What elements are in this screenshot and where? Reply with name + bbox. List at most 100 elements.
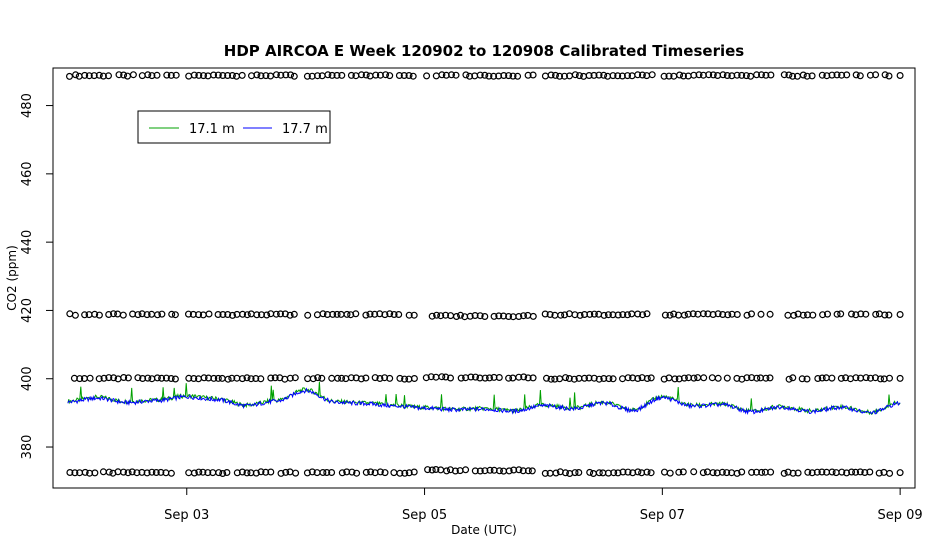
calibration-marker: [466, 72, 474, 80]
calibration-marker: [551, 375, 559, 383]
calibration-marker: [148, 468, 156, 476]
calibration-marker: [738, 468, 746, 476]
calibration-marker: [328, 469, 336, 477]
calibration-marker: [71, 311, 79, 319]
calibration-marker: [134, 311, 142, 319]
calibration-marker: [133, 469, 141, 477]
calibration-marker: [766, 374, 774, 382]
calibration-marker: [600, 71, 608, 79]
calibration-marker: [885, 311, 893, 319]
calibration-marker: [723, 374, 731, 382]
calibration-marker: [837, 374, 845, 382]
calibration-marker: [618, 375, 626, 383]
calibration-marker: [671, 375, 679, 383]
calibration-marker: [252, 375, 260, 383]
calibration-marker: [529, 312, 537, 320]
calibration-marker: [485, 72, 493, 80]
calibration-marker: [86, 374, 94, 382]
calibration-marker: [433, 311, 441, 319]
calibration-marker: [366, 72, 374, 80]
calibration-marker: [308, 468, 316, 476]
calibration-marker: [585, 71, 593, 79]
calibration-marker: [614, 469, 622, 477]
calibration-marker: [453, 313, 461, 321]
calibration-marker: [362, 374, 370, 382]
calibration-marker: [233, 469, 241, 477]
calibration-marker: [614, 72, 622, 80]
calibration-marker: [405, 311, 413, 319]
calibration-marker: [386, 374, 394, 382]
calibration-marker: [466, 312, 474, 320]
calibration-marker: [451, 467, 459, 475]
calibration-marker: [381, 311, 389, 319]
calibration-marker: [660, 375, 668, 383]
calibration-marker: [541, 310, 549, 318]
calibration-marker: [95, 311, 103, 319]
calibration-marker: [423, 72, 431, 80]
calibration-marker: [694, 374, 702, 382]
calibration-marker: [624, 374, 632, 382]
calibration-marker: [818, 374, 826, 382]
calibration-marker: [120, 71, 128, 79]
calibration-marker: [304, 375, 312, 383]
calibration-marker: [267, 468, 275, 476]
calibration-marker: [99, 468, 107, 476]
calibration-marker: [767, 71, 775, 79]
calibration-marker: [100, 374, 108, 382]
calibration-marker: [852, 374, 860, 382]
y-tick-label: 440: [20, 230, 35, 255]
calibration-marker: [486, 374, 494, 382]
calibration-marker: [238, 71, 246, 79]
calibration-marker: [152, 469, 160, 477]
calibration-marker: [204, 469, 212, 477]
calibration-marker: [471, 312, 479, 320]
calibration-marker: [105, 311, 113, 319]
calibration-marker: [619, 468, 627, 476]
calibration-marker: [856, 468, 864, 476]
calibration-marker: [303, 72, 311, 80]
calibration-marker: [643, 375, 651, 383]
calibration-marker: [472, 373, 480, 381]
calibration-marker: [789, 469, 797, 477]
calibration-marker: [358, 71, 366, 79]
calibration-marker: [282, 468, 290, 476]
calibration-marker: [476, 467, 484, 475]
calibration-marker: [457, 311, 465, 319]
calibration-marker: [757, 310, 765, 318]
calibration-marker: [371, 310, 379, 318]
calibration-marker: [376, 468, 384, 476]
calibration-marker: [171, 311, 179, 319]
calibration-marker: [290, 310, 298, 318]
calibration-marker: [852, 468, 860, 476]
calibration-marker: [552, 469, 560, 477]
calibration-marker: [743, 374, 751, 382]
calibration-marker: [110, 374, 118, 382]
calibration-marker: [72, 71, 80, 79]
calibration-marker: [819, 311, 827, 319]
calibration-marker: [185, 310, 193, 318]
calibration-marker: [144, 374, 152, 382]
calibration-marker: [272, 71, 280, 79]
calibration-marker: [109, 310, 117, 318]
calibration-marker: [185, 374, 193, 382]
calibration-marker: [342, 375, 350, 383]
calibration-marker: [828, 374, 836, 382]
calibration-marker: [708, 374, 716, 382]
calibration-marker: [634, 468, 642, 476]
calibration-marker: [742, 72, 750, 80]
calibration-marker: [442, 373, 450, 381]
calibration-marker: [803, 375, 811, 383]
calibration-marker: [876, 375, 884, 383]
calibration-marker: [219, 71, 227, 79]
calibration-marker: [586, 468, 594, 476]
calibration-marker: [495, 312, 503, 320]
calibration-marker: [808, 469, 816, 477]
calibration-marker: [481, 313, 489, 321]
calibration-marker: [818, 71, 826, 79]
calibration-marker: [643, 468, 651, 476]
calibration-marker: [66, 310, 74, 318]
calibration-marker: [162, 374, 170, 382]
calibration-marker: [595, 375, 603, 383]
calibration-marker: [843, 469, 851, 477]
